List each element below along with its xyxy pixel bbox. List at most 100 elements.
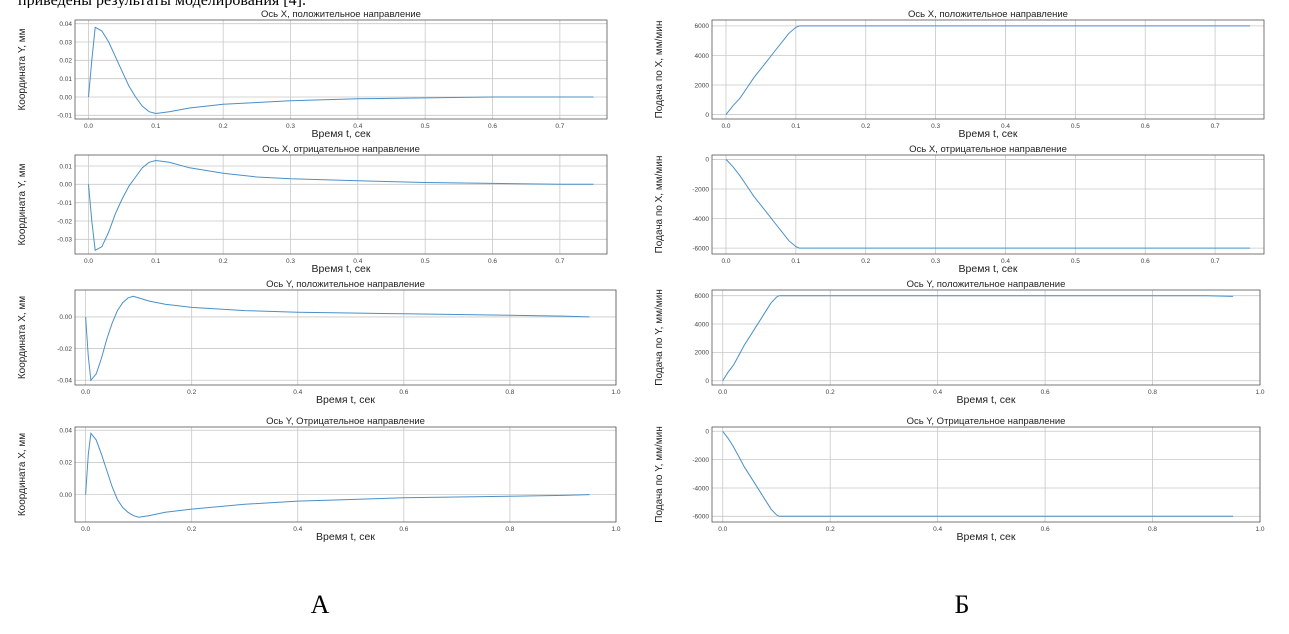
chart-7-ylabel: Подача по Y, мм/мин	[654, 289, 665, 385]
chart-6-xtick-label: 0.1	[791, 258, 800, 265]
chart-7-frame	[711, 289, 1261, 386]
panel-label-b: Б	[954, 590, 970, 619]
chart-3-frame	[74, 289, 617, 386]
chart-7-xtick-label: 0.8	[1148, 389, 1157, 396]
chart-5-xtick-label: 0.3	[931, 123, 940, 130]
chart-1-xtick-label: 0.0	[84, 123, 93, 130]
chart-4-ylabel: Координата X, мм	[17, 433, 28, 516]
chart-8-xtick-label: 0.8	[1148, 526, 1157, 533]
chart-8-xlabel: Время t, сек	[957, 531, 1016, 543]
chart-1-xtick-label: 0.5	[421, 123, 430, 130]
chart-8: 0.0 0.2 0.4 0.6 0.8 1.0 0 -2000 -4000 -6000 Ось Y,…	[654, 416, 1265, 543]
chart-5-xlabel: Время t, сек	[959, 128, 1018, 140]
chart-5-xtick-label: 0.6	[1141, 123, 1150, 130]
chart-5-ytick-label: 0	[705, 112, 709, 119]
chart-7-xtick-label: 0.0	[718, 389, 727, 396]
chart-7-ytick-label: 6000	[695, 293, 710, 300]
chart-6-ytick-label: -6000	[692, 245, 709, 252]
chart-3-ytick-label: -0.02	[57, 346, 72, 353]
chart-8-xtick-label: 1.0	[1255, 526, 1264, 533]
chart-1: 0.0 0.1 0.2 0.3 0.4 0.5 0.6 0.7 -0.01 0.00 0.01 0.0…	[17, 9, 608, 140]
chart-2-xtick-label: 0.5	[421, 258, 430, 265]
chart-3-ylabel: Координата X, мм	[17, 296, 28, 379]
chart-2-title: Ось X, отрицательное направление	[262, 144, 420, 155]
chart-1-xtick-label: 0.2	[219, 123, 228, 130]
chart-1-xlabel: Время t, сек	[312, 128, 371, 140]
chart-7-xtick-label: 0.4	[933, 389, 942, 396]
chart-5-xtick-label: 0.5	[1071, 123, 1080, 130]
chart-6: 0.0 0.1 0.2 0.3 0.4 0.5 0.6 0.7 0 -2000 -4000 -6000…	[654, 144, 1265, 275]
chart-3-plot-area	[75, 290, 616, 385]
chart-2-xtick-label: 0.2	[219, 258, 228, 265]
chart-4-xtick-label: 1.0	[611, 526, 620, 533]
chart-5-series-line	[725, 25, 1250, 115]
chart-5-ytick-label: 4000	[695, 53, 710, 60]
chart-6-series-line	[725, 159, 1250, 249]
chart-7-plot-area	[712, 290, 1260, 385]
chart-4-series-line	[85, 432, 590, 518]
chart-6-plot-area	[712, 155, 1264, 254]
chart-6-ytick-label: -2000	[692, 186, 709, 193]
chart-2-frame	[74, 154, 608, 255]
chart-7-xtick-label: 1.0	[1255, 389, 1264, 396]
chart-3-title: Ось Y, положительное направление	[266, 279, 425, 290]
chart-7-xtick-label: 0.6	[1041, 389, 1050, 396]
chart-1-ytick-label: 0.02	[59, 58, 72, 65]
chart-5-ytick-label: 6000	[695, 23, 710, 30]
chart-5-ytick-label: 2000	[695, 82, 710, 89]
chart-3-xlabel: Время t, сек	[316, 394, 375, 406]
chart-5-xtick-label: 0.4	[1001, 123, 1010, 130]
chart-1-ytick-label: 0.03	[59, 39, 72, 46]
chart-3-xtick-label: 0.0	[81, 389, 90, 396]
chart-5-plot-area	[712, 20, 1264, 119]
chart-3-xtick-label: 1.0	[611, 389, 620, 396]
chart-1-ylabel: Координата Y, мм	[17, 28, 28, 110]
chart-1-ytick-label: 0.01	[59, 76, 72, 83]
chart-6-xtick-label: 0.4	[1001, 258, 1010, 265]
chart-1-ytick-label: 0.00	[59, 94, 72, 101]
chart-8-ytick-label: -6000	[692, 514, 709, 521]
chart-7-ytick-label: 2000	[695, 350, 710, 357]
chart-6-xtick-label: 0.0	[721, 258, 730, 265]
chart-3-xtick-label: 0.2	[187, 389, 196, 396]
chart-2-xtick-label: 0.4	[353, 258, 362, 265]
chart-3: 0.0 0.2 0.4 0.6 0.8 1.0 -0.04 -0.02 0.00 Ось Y, п…	[17, 279, 621, 406]
chart-4-xtick-label: 0.2	[187, 526, 196, 533]
chart-7-xlabel: Время t, сек	[957, 394, 1016, 406]
chart-4-xtick-label: 0.4	[293, 526, 302, 533]
chart-2-ytick-label: 0.00	[59, 182, 72, 189]
chart-1-frame	[74, 19, 608, 120]
chart-2-xtick-label: 0.1	[151, 258, 160, 265]
chart-1-xtick-label: 0.1	[151, 123, 160, 130]
page-caption-fragment: приведены результаты моделирования [4].	[18, 0, 1268, 8]
chart-6-xtick-label: 0.6	[1141, 258, 1150, 265]
chart-4-ytick-label: 0.04	[59, 428, 72, 435]
chart-8-series-line	[722, 430, 1234, 517]
chart-8-frame	[711, 426, 1261, 523]
chart-1-ytick-label: 0.04	[59, 21, 72, 28]
chart-5-xtick-label: 0.2	[861, 123, 870, 130]
chart-2-xtick-label: 0.7	[555, 258, 564, 265]
chart-7-xtick-label: 0.2	[826, 389, 835, 396]
chart-7-ytick-label: 4000	[695, 321, 710, 328]
chart-4-plot-area	[75, 427, 616, 522]
panel-label-a: А	[310, 590, 330, 619]
chart-1-series-line	[88, 26, 594, 115]
chart-2-xtick-label: 0.3	[286, 258, 295, 265]
chart-4: 0.0 0.2 0.4 0.6 0.8 1.0 0.00 0.02 0.04 Ось Y, Отр…	[17, 416, 621, 543]
chart-6-xtick-label: 0.3	[931, 258, 940, 265]
chart-6-frame	[711, 154, 1265, 255]
chart-2-ylabel: Координата Y, мм	[17, 163, 28, 245]
chart-5-xtick-label: 0.0	[721, 123, 730, 130]
chart-5: 0.0 0.1 0.2 0.3 0.4 0.5 0.6 0.7 0 2000 4000 6000 Ось…	[654, 9, 1265, 140]
chart-2-ytick-label: 0.01	[59, 163, 72, 170]
chart-8-ytick-label: -4000	[692, 485, 709, 492]
chart-7: 0.0 0.2 0.4 0.6 0.8 1.0 0 2000 4000 6000 Ось Y, по…	[654, 279, 1265, 406]
chart-8-title: Ось Y, Отрицательное направление	[907, 416, 1066, 427]
chart-2-ytick-label: -0.03	[57, 237, 72, 244]
chart-6-xtick-label: 0.2	[861, 258, 870, 265]
chart-7-ytick-label: 0	[705, 378, 709, 385]
chart-5-xtick-label: 0.7	[1211, 123, 1220, 130]
chart-3-ytick-label: 0.00	[59, 314, 72, 321]
chart-8-ylabel: Подача по Y, мм/мин	[654, 426, 665, 522]
